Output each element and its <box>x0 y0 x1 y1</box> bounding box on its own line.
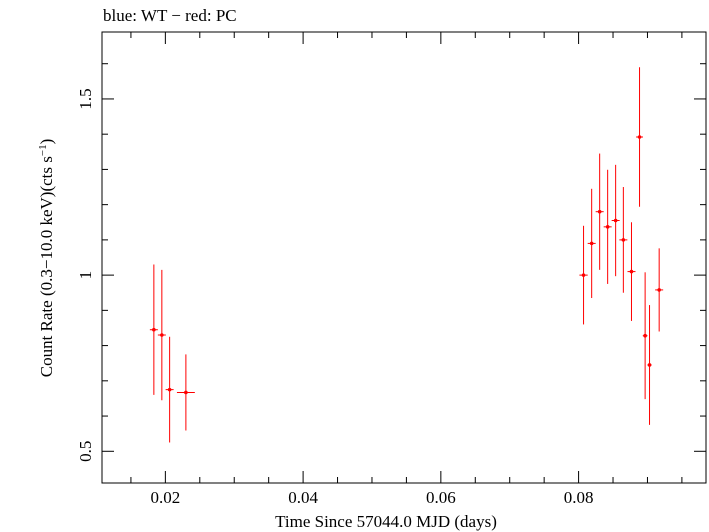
data-marker <box>605 225 610 229</box>
x-tick-label: 0.02 <box>150 488 180 507</box>
x-tick-label: 0.04 <box>288 488 318 507</box>
y-tick-label: 1 <box>76 271 95 280</box>
data-point-pc <box>149 264 158 395</box>
y-tick-label: 0.5 <box>76 441 95 462</box>
axis-ticks: 0.02 0.04 0.06 0.08 0.5 1 1.5 <box>76 32 706 507</box>
data-point-pc <box>587 188 596 299</box>
data-marker <box>597 209 602 214</box>
plot-frame <box>101 31 707 484</box>
data-point-pc <box>636 67 643 207</box>
data-point-pc <box>603 169 612 284</box>
data-points <box>149 67 664 443</box>
data-marker <box>643 333 647 338</box>
data-point-pc <box>595 153 604 270</box>
data-marker <box>613 218 618 223</box>
x-tick-label: 0.06 <box>426 488 456 507</box>
y-tick-label: 1.5 <box>76 88 95 109</box>
data-marker <box>581 273 586 277</box>
data-marker <box>160 333 164 337</box>
data-marker <box>152 327 156 332</box>
data-marker <box>647 363 652 367</box>
data-marker <box>589 241 594 246</box>
data-marker <box>167 387 172 392</box>
chart-title: blue: WT − red: PC <box>103 6 237 25</box>
data-point-pc <box>619 187 628 293</box>
y-axis-label: Count Rate (0.3−10.0 keV)(cts s−1) <box>37 139 56 378</box>
x-axis-label: Time Since 57044.0 MJD (days) <box>275 512 497 531</box>
x-tick-label: 0.08 <box>564 488 594 507</box>
data-point-pc <box>642 272 648 400</box>
data-point-pc <box>579 225 588 325</box>
data-point-pc <box>647 305 652 425</box>
data-marker <box>637 135 642 139</box>
data-point-pc <box>157 269 166 401</box>
data-point-pc <box>611 164 620 277</box>
data-point-pc <box>165 336 174 443</box>
data-point-pc <box>655 248 664 332</box>
y-axis-label-main: Count Rate (0.3−10.0 keV)(cts s <box>37 156 56 377</box>
y-axis-label-exponent: −1 <box>37 144 49 156</box>
data-point-pc <box>627 222 636 321</box>
data-marker <box>657 288 661 292</box>
data-marker <box>621 238 626 242</box>
data-marker <box>184 390 188 395</box>
data-point-pc <box>176 354 195 431</box>
y-axis-label-end: ) <box>37 139 56 145</box>
data-marker <box>629 269 634 274</box>
